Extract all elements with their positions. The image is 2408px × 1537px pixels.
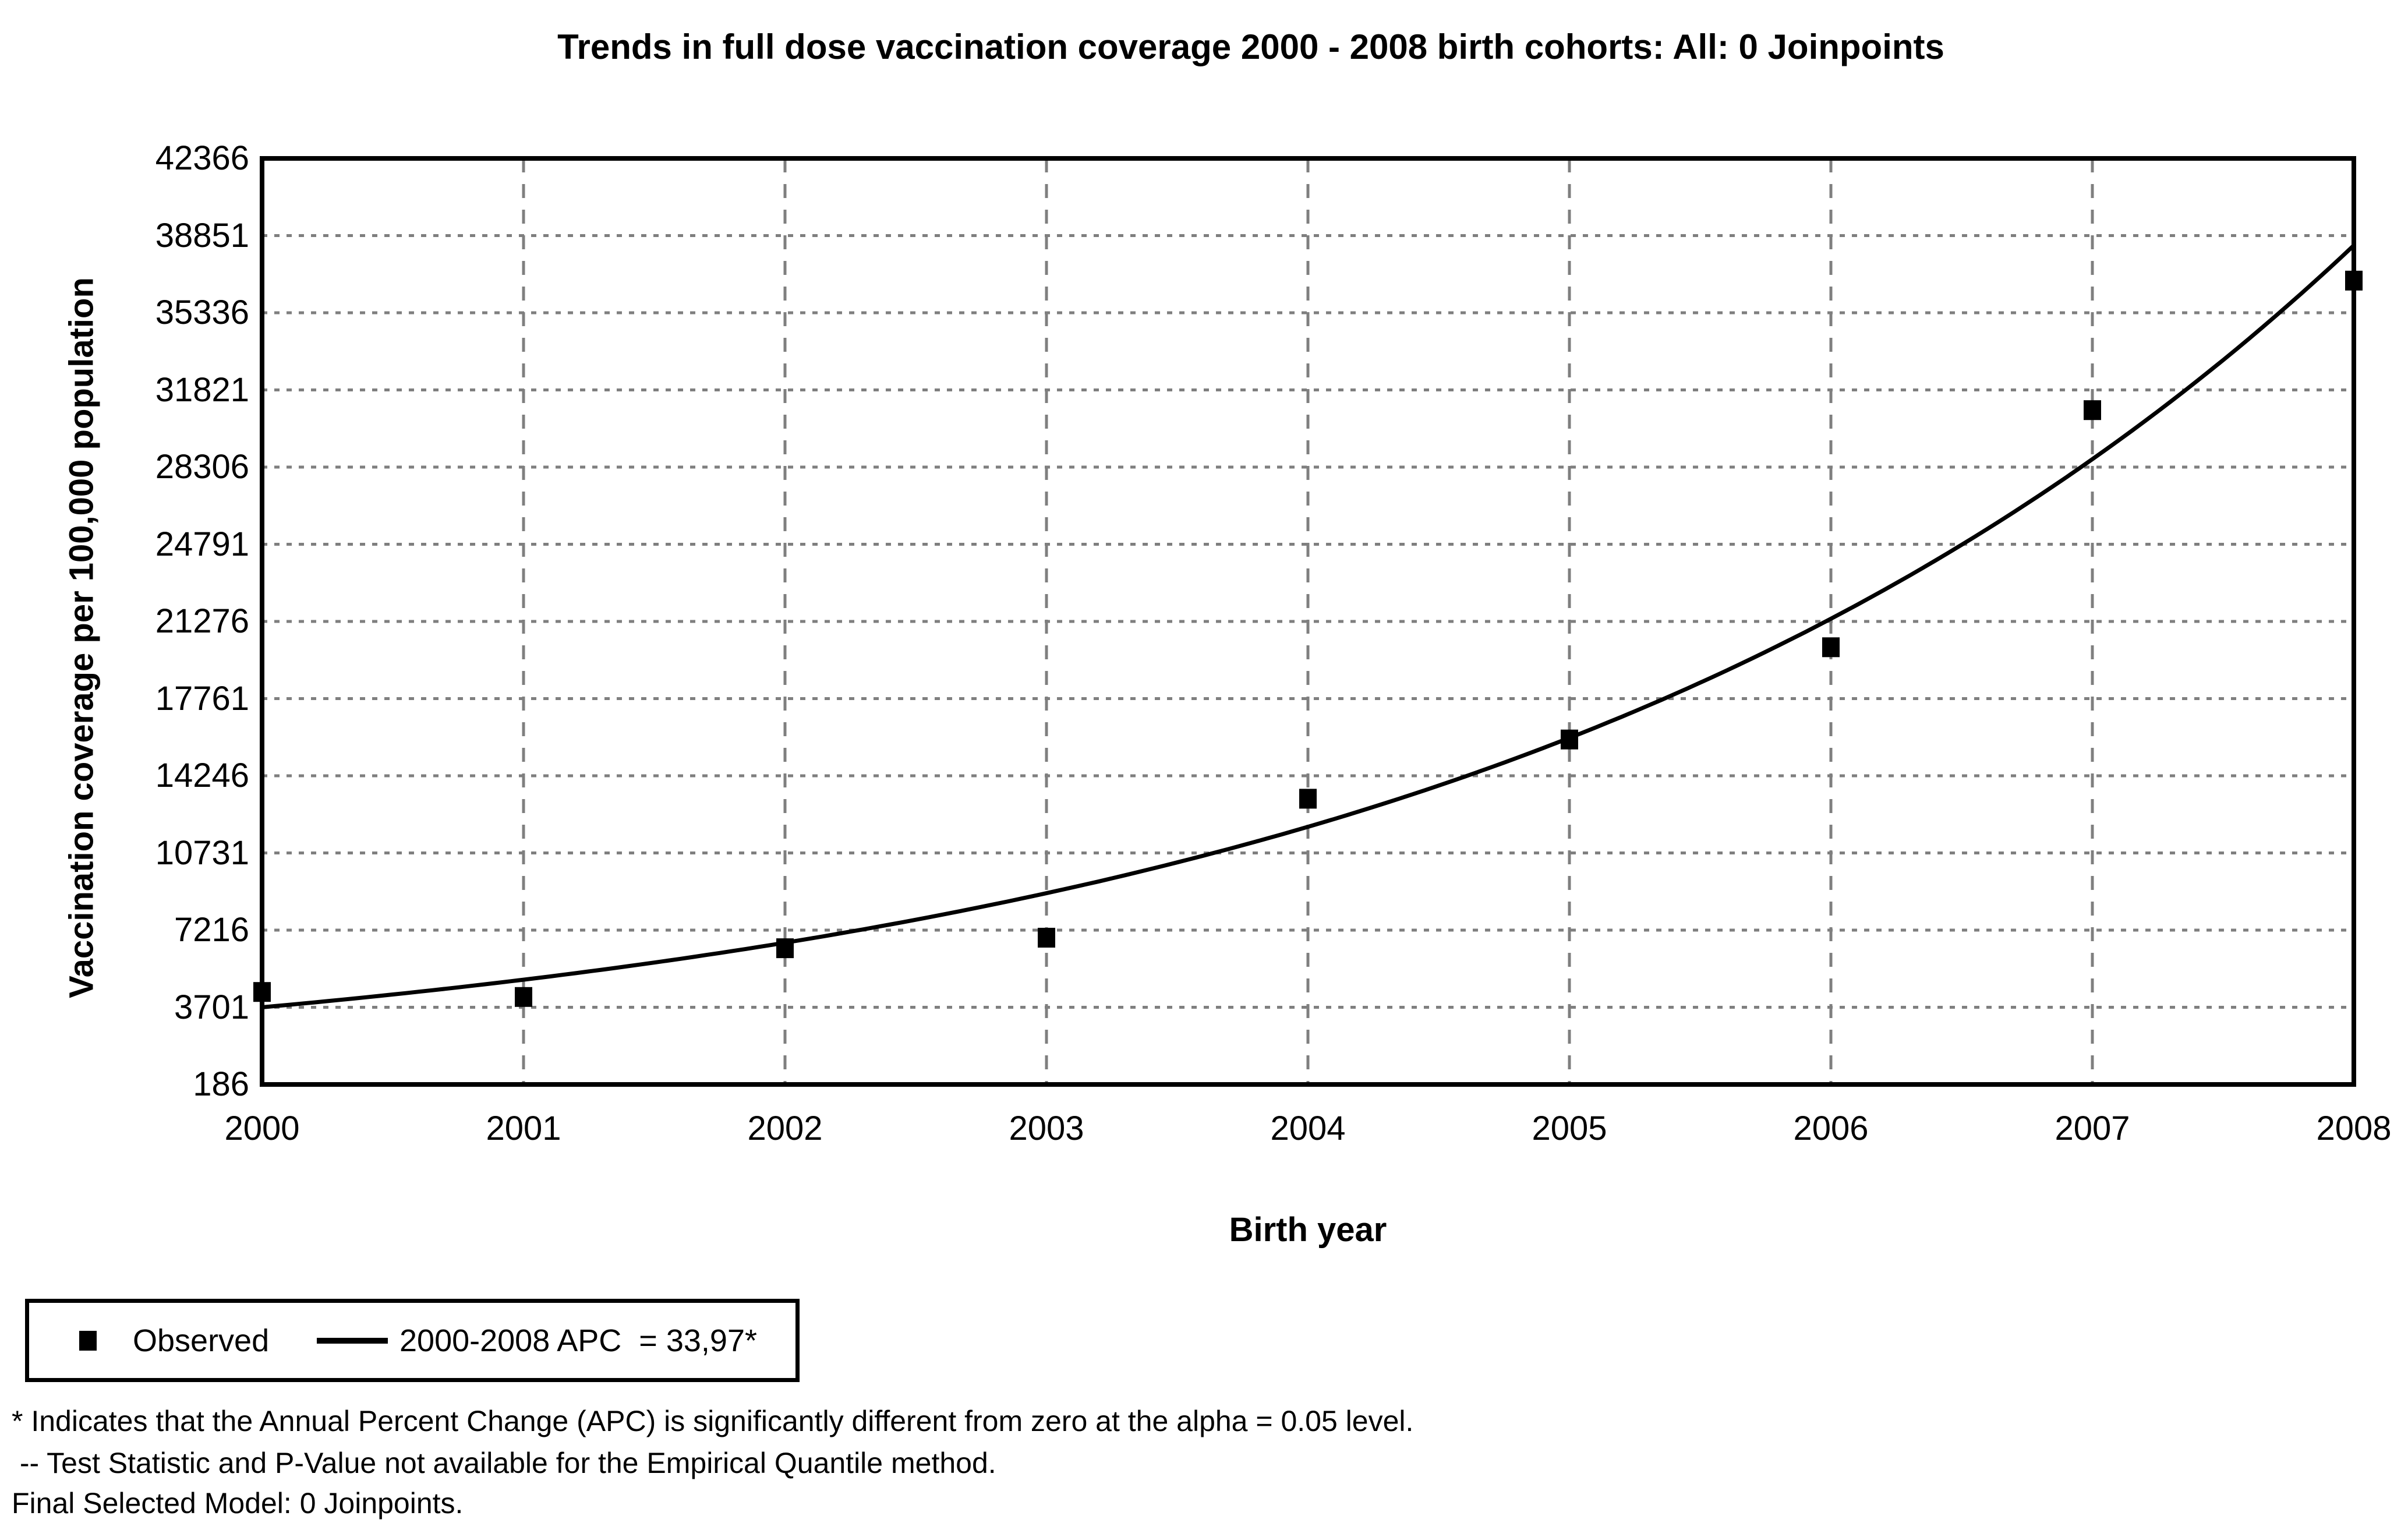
y-tick-label: 7216: [174, 911, 249, 949]
y-tick-label: 14246: [155, 757, 249, 794]
x-tick-label: 2001: [486, 1110, 561, 1147]
y-tick-label: 3701: [174, 988, 249, 1026]
footnote-test-statistic: -- Test Statistic and P-Value not availa…: [12, 1447, 996, 1479]
y-tick-label: 31821: [155, 370, 249, 409]
y-tick-label: 21276: [155, 602, 249, 640]
observed-marker-swatch-icon: [79, 1330, 97, 1351]
x-axis-title: Birth year: [1229, 1211, 1387, 1249]
y-tick-label: 38851: [155, 216, 249, 255]
footnote-apc-significance: * Indicates that the Annual Percent Chan…: [12, 1405, 1414, 1437]
x-tick-label: 2005: [1532, 1110, 1607, 1147]
legend-apc-label: 2000-2008 APC = 33,97*: [399, 1323, 757, 1358]
y-tick-label: 186: [193, 1065, 249, 1103]
legend: Observed 2000-2008 APC = 33,97*: [25, 1299, 800, 1382]
x-tick-label: 2007: [2055, 1110, 2130, 1147]
regression-line-swatch-icon: [317, 1337, 388, 1344]
x-tick-label: 2003: [1009, 1110, 1084, 1147]
x-tick-label: 2008: [2316, 1110, 2392, 1147]
legend-observed-label: Observed: [133, 1323, 270, 1358]
y-tick-label: 28306: [155, 448, 249, 486]
x-tick-label: 2004: [1270, 1110, 1346, 1147]
footnote-final-model: Final Selected Model: 0 Joinpoints.: [12, 1487, 464, 1520]
y-tick-label: 24791: [155, 525, 249, 563]
chart-title: Trends in full dose vaccination coverage…: [557, 27, 1944, 66]
y-tick-label: 17761: [155, 679, 249, 718]
y-tick-label: 35336: [155, 294, 249, 331]
y-tick-label: 10731: [155, 833, 249, 872]
x-tick-label: 2002: [747, 1110, 823, 1147]
x-tick-label: 2006: [1793, 1110, 1869, 1147]
y-tick-label: 42366: [155, 139, 249, 177]
x-tick-label: 2000: [224, 1110, 300, 1147]
